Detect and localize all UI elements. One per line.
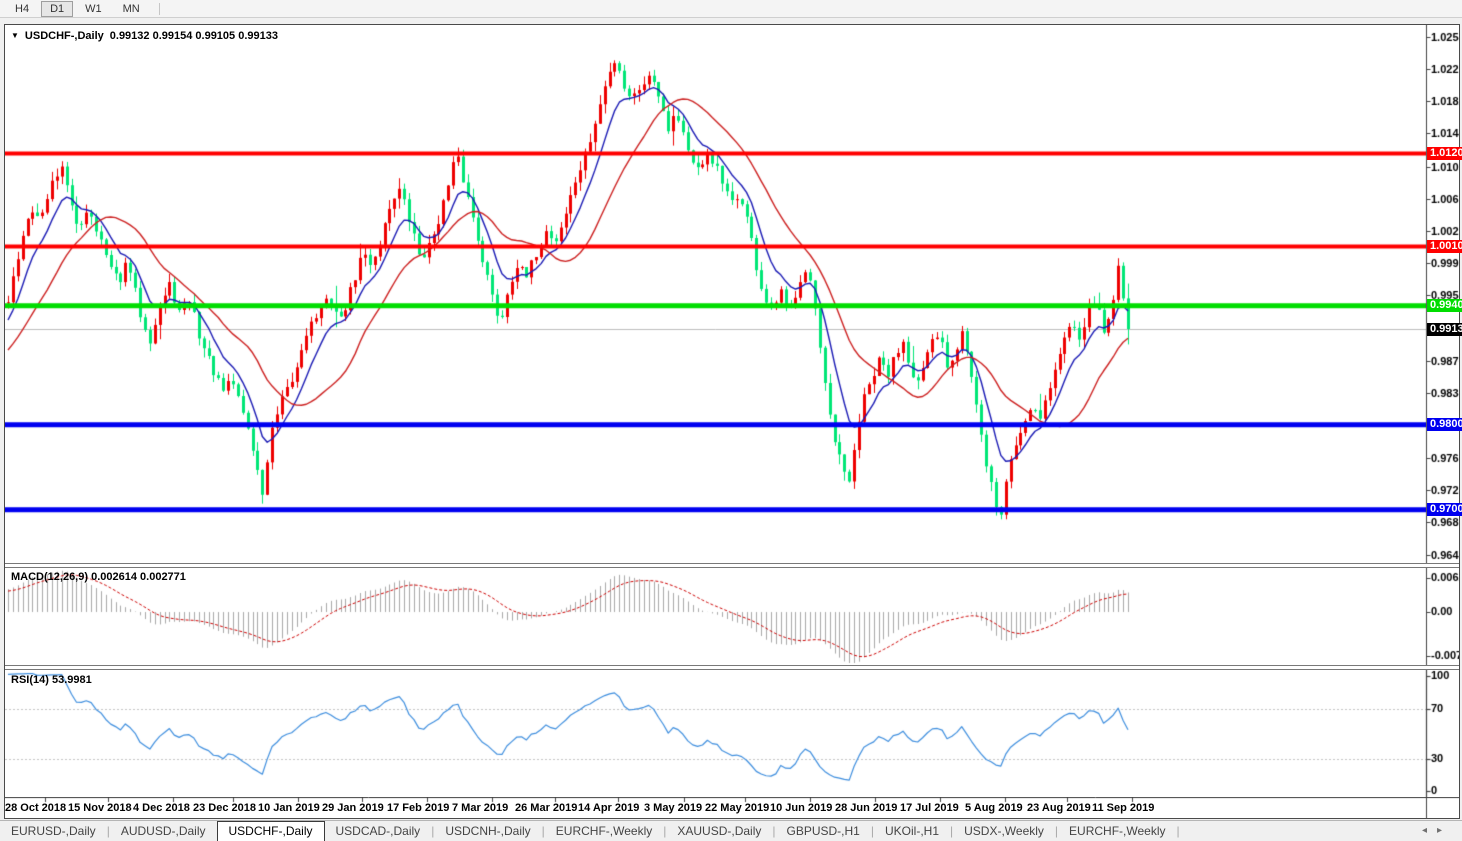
chart-symbol-title: USDCHF-,Daily [24,30,104,42]
macd-label: MACD(12,26,9) [11,571,89,583]
toolbar-separator [158,2,160,15]
macd-values: 0.002614 0.002771 [91,571,186,583]
rsi-value: 53.9981 [51,674,92,686]
symbol-tab-xauusd-daily[interactable]: XAUUSD-,Daily [677,824,762,838]
date-axis-label: 23 Aug 2019 [1027,802,1091,814]
date-axis-label: 4 Dec 2018 [133,802,190,814]
tab-scroll-right-icon[interactable]: ▸ [1436,825,1452,836]
tab-separator: | [106,824,110,838]
date-axis-label: 14 Apr 2019 [578,802,640,814]
macd-pane-canvas[interactable] [5,568,1459,665]
symbol-tab-usdcnh-daily[interactable]: USDCNH-,Daily [445,824,531,838]
date-axis-label: 28 Oct 2018 [5,802,67,814]
pane-separator[interactable] [5,665,1459,670]
price-level-tag: 1.01205 [1427,147,1462,160]
symbol-tab-ukoil-h1[interactable]: UKOil-,H1 [884,824,939,838]
tab-separator: | [1176,824,1180,838]
symbol-tab-usdcad-daily[interactable]: USDCAD-,Daily [335,824,421,838]
date-axis-label: 23 Dec 2018 [193,802,256,814]
date-axis-label: 17 Jul 2019 [900,802,959,814]
date-axis-label: 22 May 2019 [705,802,770,814]
price-level-tag: 0.97001 [1427,503,1462,516]
date-axis-label: 3 May 2019 [644,802,703,814]
date-axis-labels: 28 Oct 2018 15 Nov 2018 4 Dec 2018 23 Dec 2… [5,797,1459,818]
price-level-tag: 0.98004 [1427,418,1462,431]
date-axis-label: 10 Jan 2019 [258,802,320,814]
date-axis-label: 29 Jan 2019 [322,802,384,814]
symbol-tab-audusd-daily[interactable]: AUDUSD-,Daily [120,824,206,838]
date-axis-label: 17 Feb 2019 [387,802,450,814]
symbol-tab-usdx-weekly[interactable]: USDX-,Weekly [964,824,1044,838]
symbol-tab-usdchf-daily[interactable]: USDCHF-,Daily [216,821,325,841]
symbol-tab-eurchf-weekly[interactable]: EURCHF-,Weekly [1069,824,1166,838]
rsi-label: RSI(14) [11,674,49,686]
timeframe-toolbar: H4 D1 W1 MN [0,0,1462,18]
chart-ohlc-values: 0.99132 0.99154 0.99105 0.99133 [109,30,278,42]
price-level-tag: 1.00106 [1427,240,1462,253]
symbol-tab-bar: EURUSD-,Daily | AUDUSD-,Daily USDCHF-,Daily… [0,820,1462,841]
chart-title-bar: ▼ USDCHF-,Daily 0.99132 0.99154 0.99105 … [11,30,278,42]
tab-separator: | [772,824,776,838]
tab-separator: | [950,824,954,838]
symbol-tab-eurchf-weekly[interactable]: EURCHF-,Weekly [555,824,653,838]
tab-scroll-buttons: ◂▸ [1422,825,1452,836]
date-axis-label: 28 Jun 2019 [835,802,898,814]
price-level-tag: 0.99406 [1427,299,1462,312]
date-axis-label: 5 Aug 2019 [965,802,1023,814]
symbol-tab-gbpusd-h1[interactable]: GBPUSD-,H1 [786,824,860,838]
date-axis-label: 10 Jun 2019 [770,802,833,814]
timeframe-button-w1[interactable]: W1 [85,2,102,15]
chart-window: ▼ USDCHF-,Daily 0.99132 0.99154 0.99105 … [4,24,1462,819]
current-price-tag: 0.99133 [1427,323,1462,336]
rsi-indicator-label: RSI(14) 53.9981 [11,674,92,686]
date-axis-label: 11 Sep 2019 [1092,802,1155,814]
date-axis-label: 7 Mar 2019 [452,802,509,814]
tab-separator: | [431,824,435,838]
price-pane-canvas[interactable] [5,25,1459,563]
chart-dropdown-icon[interactable]: ▼ [11,31,19,40]
tab-separator: | [1054,824,1059,838]
tab-separator: | [663,824,667,838]
symbol-tab-eurusd-daily[interactable]: EURUSD-,Daily [11,824,96,838]
timeframe-button-mn[interactable]: MN [122,2,140,15]
rsi-pane-canvas[interactable] [5,670,1459,797]
date-axis-canvas [5,797,1459,818]
tab-separator: | [541,824,545,838]
macd-indicator-label: MACD(12,26,9) 0.002614 0.002771 [11,571,186,583]
date-axis-label: 15 Nov 2018 [68,802,132,814]
timeframe-button-h4[interactable]: H4 [15,2,30,15]
date-axis-label: 26 Mar 2019 [515,802,578,814]
timeframe-button-d1[interactable]: D1 [41,0,74,17]
tab-scroll-left-icon[interactable]: ◂ [1421,825,1437,836]
pane-separator[interactable] [5,563,1459,568]
tab-separator: | [870,824,874,838]
